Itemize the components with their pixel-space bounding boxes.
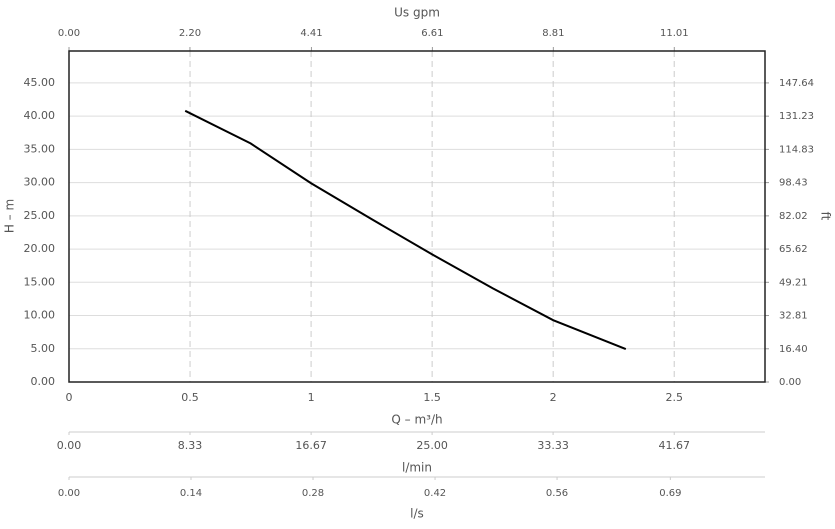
y-tick-label: 35.00 bbox=[24, 142, 56, 155]
y-tick-label: 5.00 bbox=[31, 342, 56, 355]
ls-axis-title: l/s bbox=[410, 507, 424, 521]
plot-frame bbox=[68, 50, 766, 383]
y2-tick-label: 49.21 bbox=[779, 277, 808, 288]
y2-tick-label: 65.62 bbox=[779, 244, 808, 255]
axis-tick-label: 0.28 bbox=[302, 488, 324, 499]
axis-tick-label: 0.69 bbox=[659, 488, 681, 499]
top-tick-label: 8.81 bbox=[542, 28, 564, 39]
y2-tick-label: 82.02 bbox=[779, 211, 808, 222]
axis-tick-label: 0.00 bbox=[57, 439, 82, 452]
x-tick-label: 1 bbox=[308, 391, 315, 404]
x-axis-title: Q – m³/h bbox=[391, 413, 442, 427]
y-tick-label: 25.00 bbox=[24, 209, 56, 222]
y2-tick-label: 98.43 bbox=[779, 178, 808, 189]
x-tick-label: 0.5 bbox=[181, 391, 199, 404]
axis-tick-label: 25.00 bbox=[416, 439, 448, 452]
y2-tick-label: 114.83 bbox=[779, 144, 814, 155]
y-tick-label: 30.00 bbox=[24, 176, 56, 189]
y-axis-title: H – m bbox=[3, 199, 17, 233]
x-tick-label: 1.5 bbox=[423, 391, 441, 404]
top-tick-label: 0.00 bbox=[58, 28, 80, 39]
top-tick-label: 6.61 bbox=[421, 28, 443, 39]
y2-tick-label: 16.40 bbox=[779, 344, 808, 355]
axis-tick-label: 0.42 bbox=[424, 488, 446, 499]
axis-tick-label: 16.67 bbox=[295, 439, 327, 452]
y-tick-label: 45.00 bbox=[24, 76, 56, 89]
top-axis-title: Us gpm bbox=[394, 6, 440, 20]
axis-tick-label: 0.14 bbox=[180, 488, 202, 499]
axis-tick-label: 0.56 bbox=[546, 488, 568, 499]
top-tick-label: 4.41 bbox=[300, 28, 322, 39]
y2-tick-label: 0.00 bbox=[779, 377, 801, 388]
y-tick-label: 20.00 bbox=[24, 242, 56, 255]
x-tick-label: 2.5 bbox=[665, 391, 683, 404]
top-tick-label: 11.01 bbox=[660, 28, 689, 39]
axis-tick-label: 8.33 bbox=[178, 439, 203, 452]
axis-tick-label: 33.33 bbox=[537, 439, 569, 452]
pump-curve bbox=[184, 109, 627, 350]
axis-tick-label: 0.00 bbox=[58, 488, 80, 499]
y2-tick-label: 32.81 bbox=[779, 311, 808, 322]
y-tick-label: 40.00 bbox=[24, 109, 56, 122]
y-tick-label: 10.00 bbox=[24, 309, 56, 322]
lmin-axis-title: l/min bbox=[402, 461, 432, 475]
axis-tick-label: 41.67 bbox=[658, 439, 690, 452]
y2-tick-label: 147.64 bbox=[779, 78, 814, 89]
y-tick-label: 0.00 bbox=[31, 375, 56, 388]
y-tick-label: 15.00 bbox=[24, 275, 56, 288]
x-tick-label: 2 bbox=[550, 391, 557, 404]
y2-axis-title: ft bbox=[819, 212, 833, 221]
y2-tick-label: 131.23 bbox=[779, 111, 814, 122]
x-tick-label: 0 bbox=[66, 391, 73, 404]
top-tick-label: 2.20 bbox=[179, 28, 201, 39]
